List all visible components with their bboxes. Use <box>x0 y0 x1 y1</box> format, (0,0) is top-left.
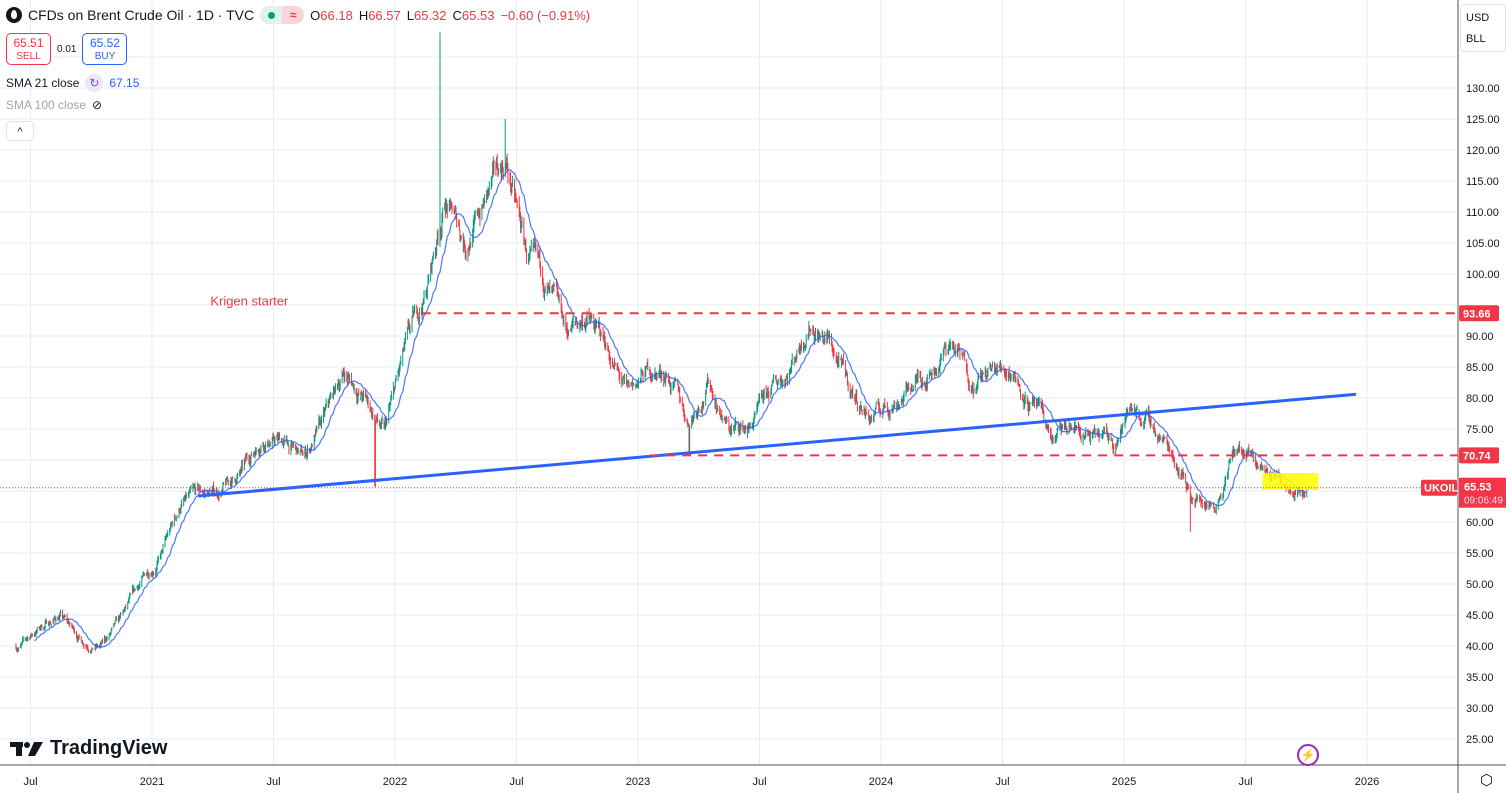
chart-header: CFDs on Brent Crude Oil · 1D · TVC ≈ O66… <box>6 6 590 24</box>
trendline <box>198 392 1357 498</box>
indicator-sma21[interactable]: SMA 21 close ↻ 67.15 <box>6 74 139 92</box>
price-level-badge <box>1459 305 1499 322</box>
tradingview-logo[interactable]: TradingView <box>10 737 167 760</box>
time-tick-label: 2023 <box>626 776 650 788</box>
price-tick-label: 90.00 <box>1466 331 1494 343</box>
tradingview-logo-icon <box>10 741 43 756</box>
sma21-line <box>34 169 1307 648</box>
lightning-icon[interactable]: ⚡ <box>1297 744 1319 766</box>
currency-selector: USD <box>1466 12 1490 24</box>
time-tick-label: 2024 <box>869 776 893 788</box>
price-tick-label: 30.00 <box>1466 703 1494 715</box>
approx-icon: ≈ <box>282 6 305 24</box>
brent-symbol-icon <box>6 7 22 23</box>
price-level-label: 93.66 <box>1463 308 1491 320</box>
price-tick-label: 130.00 <box>1466 83 1500 95</box>
symbol-title[interactable]: CFDs on Brent Crude Oil · 1D · TVC <box>28 7 255 23</box>
symbol-badge <box>1421 479 1457 496</box>
time-tick-label: Jul <box>509 776 523 788</box>
ohlc-values: O66.18 H66.57 L65.32 C65.53 −0.60 (−0.91… <box>310 7 591 23</box>
time-tick-label: 2021 <box>140 776 164 788</box>
price-tick-label: 105.00 <box>1466 238 1500 250</box>
eye-hidden-icon[interactable]: ⊘ <box>92 98 103 112</box>
candles <box>15 32 1308 655</box>
price-tick-label: 75.00 <box>1466 424 1494 436</box>
highlight-box <box>1262 473 1319 490</box>
price-tick-label: 125.00 <box>1466 114 1500 126</box>
price-tick-label: 40.00 <box>1466 641 1494 653</box>
price-level-badge <box>1459 447 1499 464</box>
price-tick-label: 45.00 <box>1466 610 1494 622</box>
status-badges[interactable]: ≈ <box>260 6 305 24</box>
time-tick-label: Jul <box>995 776 1009 788</box>
collapse-legend-button[interactable]: ^ <box>6 121 34 141</box>
symbol-label: UKOIL <box>1424 483 1459 495</box>
price-tick-label: 120.00 <box>1466 145 1500 157</box>
time-tick-label: Jul <box>266 776 280 788</box>
time-tick-label: Jul <box>23 776 37 788</box>
time-tick-label: Jul <box>752 776 766 788</box>
price-tick-label: 55.00 <box>1466 548 1494 560</box>
annotation-text: Krigen starter <box>210 293 289 308</box>
price-tick-label: 100.00 <box>1466 269 1500 281</box>
price-tick-label: 60.00 <box>1466 517 1494 529</box>
price-level-label: 70.74 <box>1463 450 1491 462</box>
loading-cycle-icon: ↻ <box>85 74 104 92</box>
market-open-dot-icon <box>260 6 283 24</box>
spread-value: 0.01 <box>57 43 77 55</box>
time-tick-label: 2025 <box>1112 776 1136 788</box>
price-tick-label: 85.00 <box>1466 362 1494 374</box>
indicator-sma100[interactable]: SMA 100 close ⊘ <box>6 98 102 112</box>
time-tick-label: 2022 <box>383 776 407 788</box>
indicator-label: SMA 100 close <box>6 98 87 112</box>
settings-gear-icon[interactable]: ⬡ <box>1480 772 1494 789</box>
indicator-label: SMA 21 close <box>6 76 80 90</box>
sell-button[interactable]: 65.51 SELL <box>6 33 51 65</box>
countdown-label: 09:06:49 <box>1464 496 1503 507</box>
price-tick-label: 115.00 <box>1466 176 1499 188</box>
axis-unit-box[interactable]: USD BLL <box>1460 4 1506 52</box>
price-tick-label: 110.00 <box>1466 207 1499 219</box>
unit-selector: BLL <box>1466 33 1486 45</box>
time-tick-label: 2026 <box>1355 776 1379 788</box>
trade-panel: 65.51 SELL 0.01 65.52 BUY <box>6 33 128 65</box>
price-tick-label: 80.00 <box>1466 393 1494 405</box>
change-value: −0.60 (−0.91%) <box>500 7 591 23</box>
last-price-badge <box>1459 477 1506 508</box>
time-tick-label: Jul <box>1238 776 1252 788</box>
buy-button[interactable]: 65.52 BUY <box>82 33 128 65</box>
last-price-label: 65.53 <box>1464 482 1492 494</box>
indicator-value: 67.15 <box>109 76 140 90</box>
price-tick-label: 35.00 <box>1466 672 1494 684</box>
price-tick-label: 25.00 <box>1466 734 1494 746</box>
price-tick-label: 50.00 <box>1466 579 1494 591</box>
